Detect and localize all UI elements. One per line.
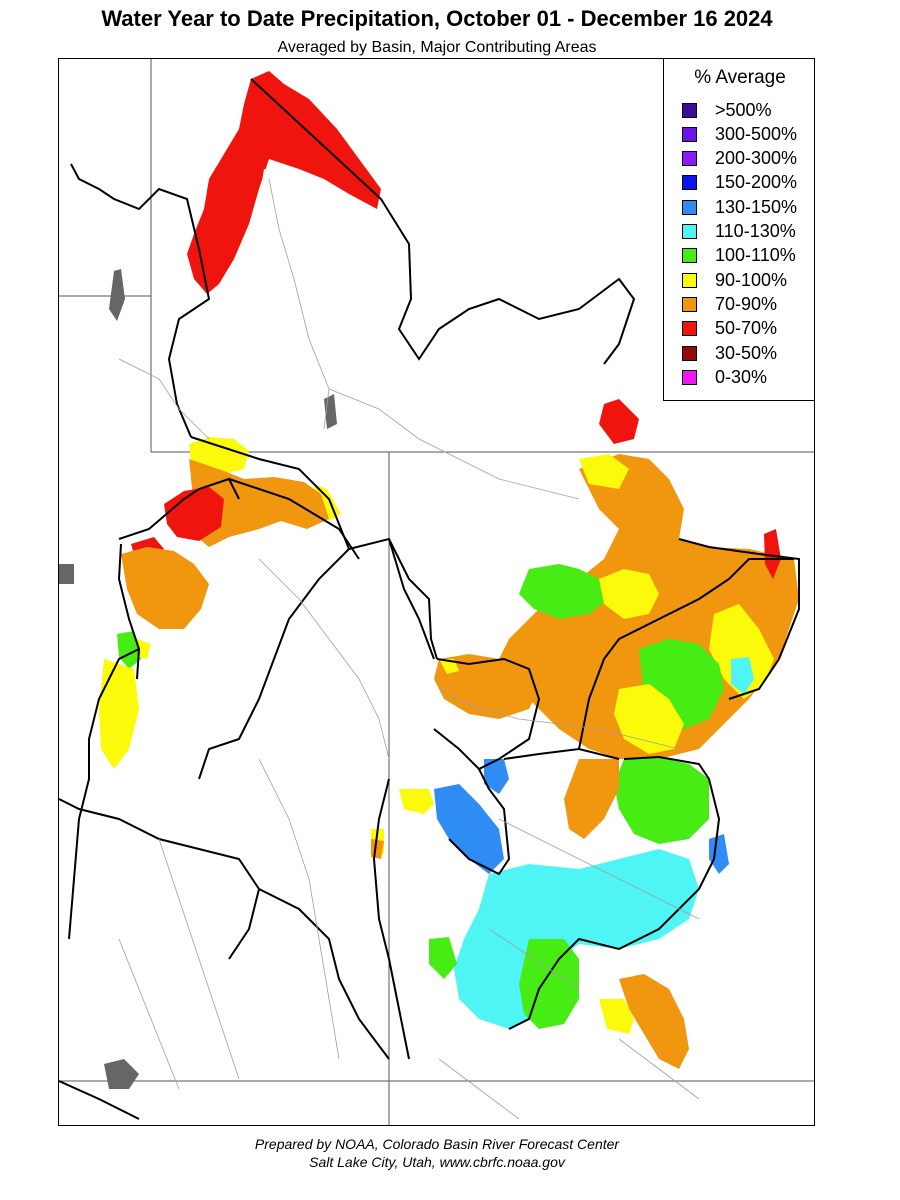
legend-label: 130-150%	[715, 196, 798, 217]
legend-item: 50-70%	[682, 318, 777, 340]
basin-dolores	[434, 784, 504, 874]
legend-item: 150-200%	[682, 172, 797, 194]
legend-item: 70-90%	[682, 293, 777, 315]
legend-label: 300-500%	[715, 123, 798, 144]
legend-label: 30-50%	[715, 342, 778, 363]
basin-green-upper	[519, 564, 609, 619]
basin-map-drawing	[59, 59, 814, 1125]
legend-swatch	[682, 102, 697, 118]
legend-label: 70-90%	[715, 293, 778, 314]
legend-swatch	[682, 369, 697, 385]
legend-swatch	[682, 224, 697, 239]
footer-credit: Prepared by NOAA, Colorado Basin River F…	[254, 1136, 620, 1152]
legend-label: 150-200%	[715, 172, 798, 193]
legend-item: 300-500%	[682, 123, 797, 145]
legend: % Average >500% 300-500% 200-300% 150-200% 1…	[663, 58, 815, 401]
legend-swatch	[682, 199, 697, 215]
legend-swatch	[682, 248, 697, 264]
map-subtitle: Averaged by Basin, Major Contributing Ar…	[277, 39, 597, 56]
legend-item: 90-100%	[682, 269, 787, 291]
legend-swatch	[682, 151, 697, 167]
footer-location: Salt Lake City, Utah, www.cbrfc.noaa.gov	[309, 1154, 565, 1170]
legend-item: 130-150%	[682, 196, 797, 218]
legend-swatch	[682, 296, 697, 312]
legend-label: 0-30%	[715, 366, 768, 387]
basin-san-juan	[454, 849, 699, 1029]
legend-swatch	[682, 321, 697, 337]
basin-upper-green	[187, 71, 381, 294]
legend-label: 90-100%	[715, 269, 788, 290]
legend-swatch	[682, 175, 697, 191]
rivers	[118, 178, 700, 1120]
legend-swatch	[682, 272, 697, 288]
basin-red-band	[164, 487, 224, 541]
legend-item: 100-110%	[682, 245, 796, 267]
legend-label: 200-300%	[715, 148, 798, 169]
legend-label: 50-70%	[715, 318, 778, 339]
legend-item: 0-30%	[682, 366, 767, 388]
legend-title: % Average	[694, 67, 786, 88]
legend-swatch	[682, 126, 697, 142]
legend-item: 110-130%	[682, 221, 796, 243]
legend-label: 100-110%	[715, 245, 796, 266]
legend-label: 110-130%	[715, 221, 796, 241]
map-title: Water Year to Date Precipitation, Octobe…	[101, 6, 773, 31]
legend-item: 200-300%	[682, 148, 797, 170]
legend-item: 30-50%	[682, 342, 777, 364]
legend-swatch	[682, 345, 697, 361]
legend-item: >500%	[682, 99, 772, 121]
state-boundaries	[59, 59, 814, 1125]
legend-label: >500%	[715, 99, 772, 120]
